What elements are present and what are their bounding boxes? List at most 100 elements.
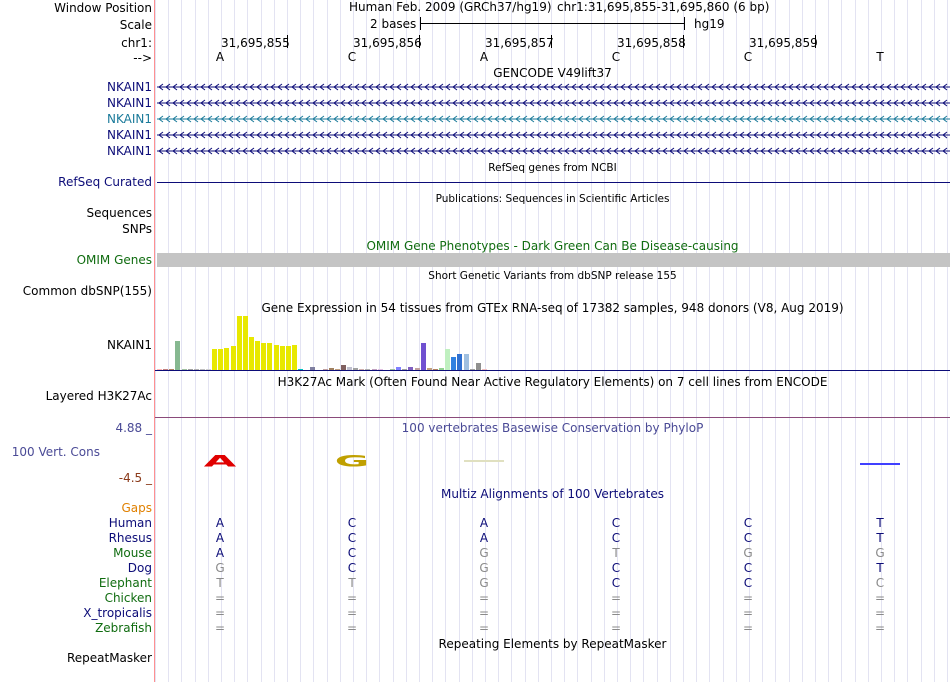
gencode-transcript-row[interactable] <box>155 112 950 126</box>
gtex-tissue-bar[interactable] <box>439 368 444 371</box>
transcript-arrows-icon <box>157 147 950 155</box>
gencode-label-3[interactable]: NKAIN1 <box>107 112 152 126</box>
grid-line <box>313 0 314 682</box>
gtex-tissue-bar[interactable] <box>249 337 254 371</box>
gaps-label: Gaps <box>121 501 152 515</box>
cons-max-label: 4.88 _ <box>115 421 152 435</box>
gtex-label[interactable]: NKAIN1 <box>107 338 152 352</box>
grid-line <box>749 0 750 682</box>
gtex-tissue-bar[interactable] <box>340 365 346 371</box>
alignment-base: C <box>347 546 357 560</box>
alignment-base: G <box>743 546 753 560</box>
gencode-transcript-row[interactable] <box>155 144 950 158</box>
data-tracks-area[interactable]: Human Feb. 2009 (GRCh37/hg19) chr1:31,69… <box>155 0 950 682</box>
sequences-label[interactable]: Sequences <box>86 206 152 220</box>
grid-line <box>591 0 592 682</box>
gtex-expression-chart[interactable] <box>155 314 950 371</box>
coord-label-1: 31,695,855 <box>221 36 290 50</box>
ref-base-6: T <box>876 50 884 64</box>
alignment-base: = <box>478 591 490 605</box>
chrom-label: chr1: <box>121 36 152 50</box>
gencode-transcript-row[interactable] <box>155 128 950 142</box>
species-label-xtropicalis: X_tropicalis <box>83 606 152 620</box>
assembly-text: Human Feb. 2009 (GRCh37/hg19) <box>349 0 552 14</box>
grid-line <box>564 0 565 682</box>
ref-base-4: C <box>611 50 621 64</box>
gtex-tissue-bar[interactable] <box>420 343 426 371</box>
gtex-tissue-bar[interactable] <box>414 368 420 371</box>
alignment-base: C <box>743 516 753 530</box>
alignment-base: = <box>742 591 754 605</box>
omim-label[interactable]: OMIM Genes <box>76 253 152 267</box>
species-label-elephant: Elephant <box>98 576 152 590</box>
omim-track-title: OMIM Gene Phenotypes - Dark Green Can Be… <box>366 239 739 253</box>
gtex-tissue-bar[interactable] <box>218 349 224 371</box>
gtex-tissue-bar[interactable] <box>347 367 352 371</box>
gencode-transcript-row[interactable] <box>155 80 950 94</box>
gtex-tissue-bar[interactable] <box>445 349 451 371</box>
scale-bar <box>420 23 684 24</box>
gtex-tissue-bar[interactable] <box>236 316 242 371</box>
grid-line <box>881 0 882 682</box>
grid-line <box>723 0 724 682</box>
grid-line <box>789 0 790 682</box>
gtex-tissue-bar[interactable] <box>463 354 469 371</box>
refseq-label[interactable]: RefSeq Curated <box>58 175 152 189</box>
alignment-base: = <box>346 621 358 635</box>
alignment-base: C <box>611 531 621 545</box>
snps-label[interactable]: SNPs <box>122 222 152 236</box>
grid-line <box>775 0 776 682</box>
gencode-label-1[interactable]: NKAIN1 <box>107 80 152 94</box>
alignment-base: T <box>876 516 884 530</box>
gtex-tissue-bar[interactable] <box>273 345 279 371</box>
gtex-tissue-bar[interactable] <box>267 343 273 371</box>
gtex-tissue-bar[interactable] <box>255 341 261 371</box>
grid-line <box>921 0 922 682</box>
gencode-label-4[interactable]: NKAIN1 <box>107 128 152 142</box>
gencode-transcript-row[interactable] <box>155 96 950 110</box>
grid-line <box>934 0 935 682</box>
cons-label[interactable]: 100 Vert. Cons <box>11 445 100 459</box>
gtex-tissue-bar[interactable] <box>475 363 481 371</box>
h3k27ac-label[interactable]: Layered H3K27Ac <box>45 389 152 403</box>
gtex-tissue-bar[interactable] <box>175 341 181 371</box>
alignment-base: T <box>216 576 224 590</box>
alignment-base: = <box>478 621 490 635</box>
alignment-base: = <box>214 606 226 620</box>
gtex-tissue-bar[interactable] <box>212 349 218 371</box>
gtex-tissue-bar[interactable] <box>328 368 334 371</box>
cons-min-label: -4.5 _ <box>118 471 152 485</box>
track-labels-column: Window Position Scale chr1: --> NKAIN1 N… <box>0 0 154 682</box>
gtex-tissue-bar[interactable] <box>353 368 359 371</box>
gtex-tissue-bar[interactable] <box>426 368 432 371</box>
gtex-tissue-bar[interactable] <box>224 348 230 371</box>
gencode-label-2[interactable]: NKAIN1 <box>107 96 152 110</box>
gtex-tissue-bar[interactable] <box>230 346 236 371</box>
dbsnp-label[interactable]: Common dbSNP(155) <box>22 284 152 298</box>
gtex-tissue-bar[interactable] <box>279 346 285 371</box>
gtex-tissue-bar[interactable] <box>408 367 414 371</box>
grid-line <box>617 0 618 682</box>
gencode-label-5[interactable]: NKAIN1 <box>107 144 152 158</box>
gtex-tissue-bar[interactable] <box>242 316 248 371</box>
grid-line <box>802 0 803 682</box>
grid-line <box>208 0 209 682</box>
gtex-tissue-bar[interactable] <box>310 367 316 371</box>
gtex-tissue-bar[interactable] <box>457 354 463 371</box>
species-label-dog: Dog <box>127 561 152 575</box>
gtex-track-title: Gene Expression in 54 tissues from GTEx … <box>261 301 844 315</box>
gtex-tissue-bar[interactable] <box>396 367 402 371</box>
multiz-track-title: Multiz Alignments of 100 Vertebrates <box>440 487 665 501</box>
conservation-logo-dash <box>860 463 900 465</box>
gtex-tissue-bar[interactable] <box>291 345 297 371</box>
repeatmasker-label[interactable]: RepeatMasker <box>66 651 152 665</box>
refseq-gene-line[interactable] <box>157 182 950 183</box>
conservation-logo-dash <box>464 460 504 462</box>
gtex-tissue-bar[interactable] <box>261 343 267 371</box>
coord-label-4: 31,695,858 <box>617 36 686 50</box>
omim-gene-bar[interactable] <box>157 253 950 267</box>
gtex-tissue-bar[interactable] <box>451 357 457 371</box>
alignment-base: C <box>611 576 621 590</box>
gtex-tissue-bar[interactable] <box>285 346 291 371</box>
